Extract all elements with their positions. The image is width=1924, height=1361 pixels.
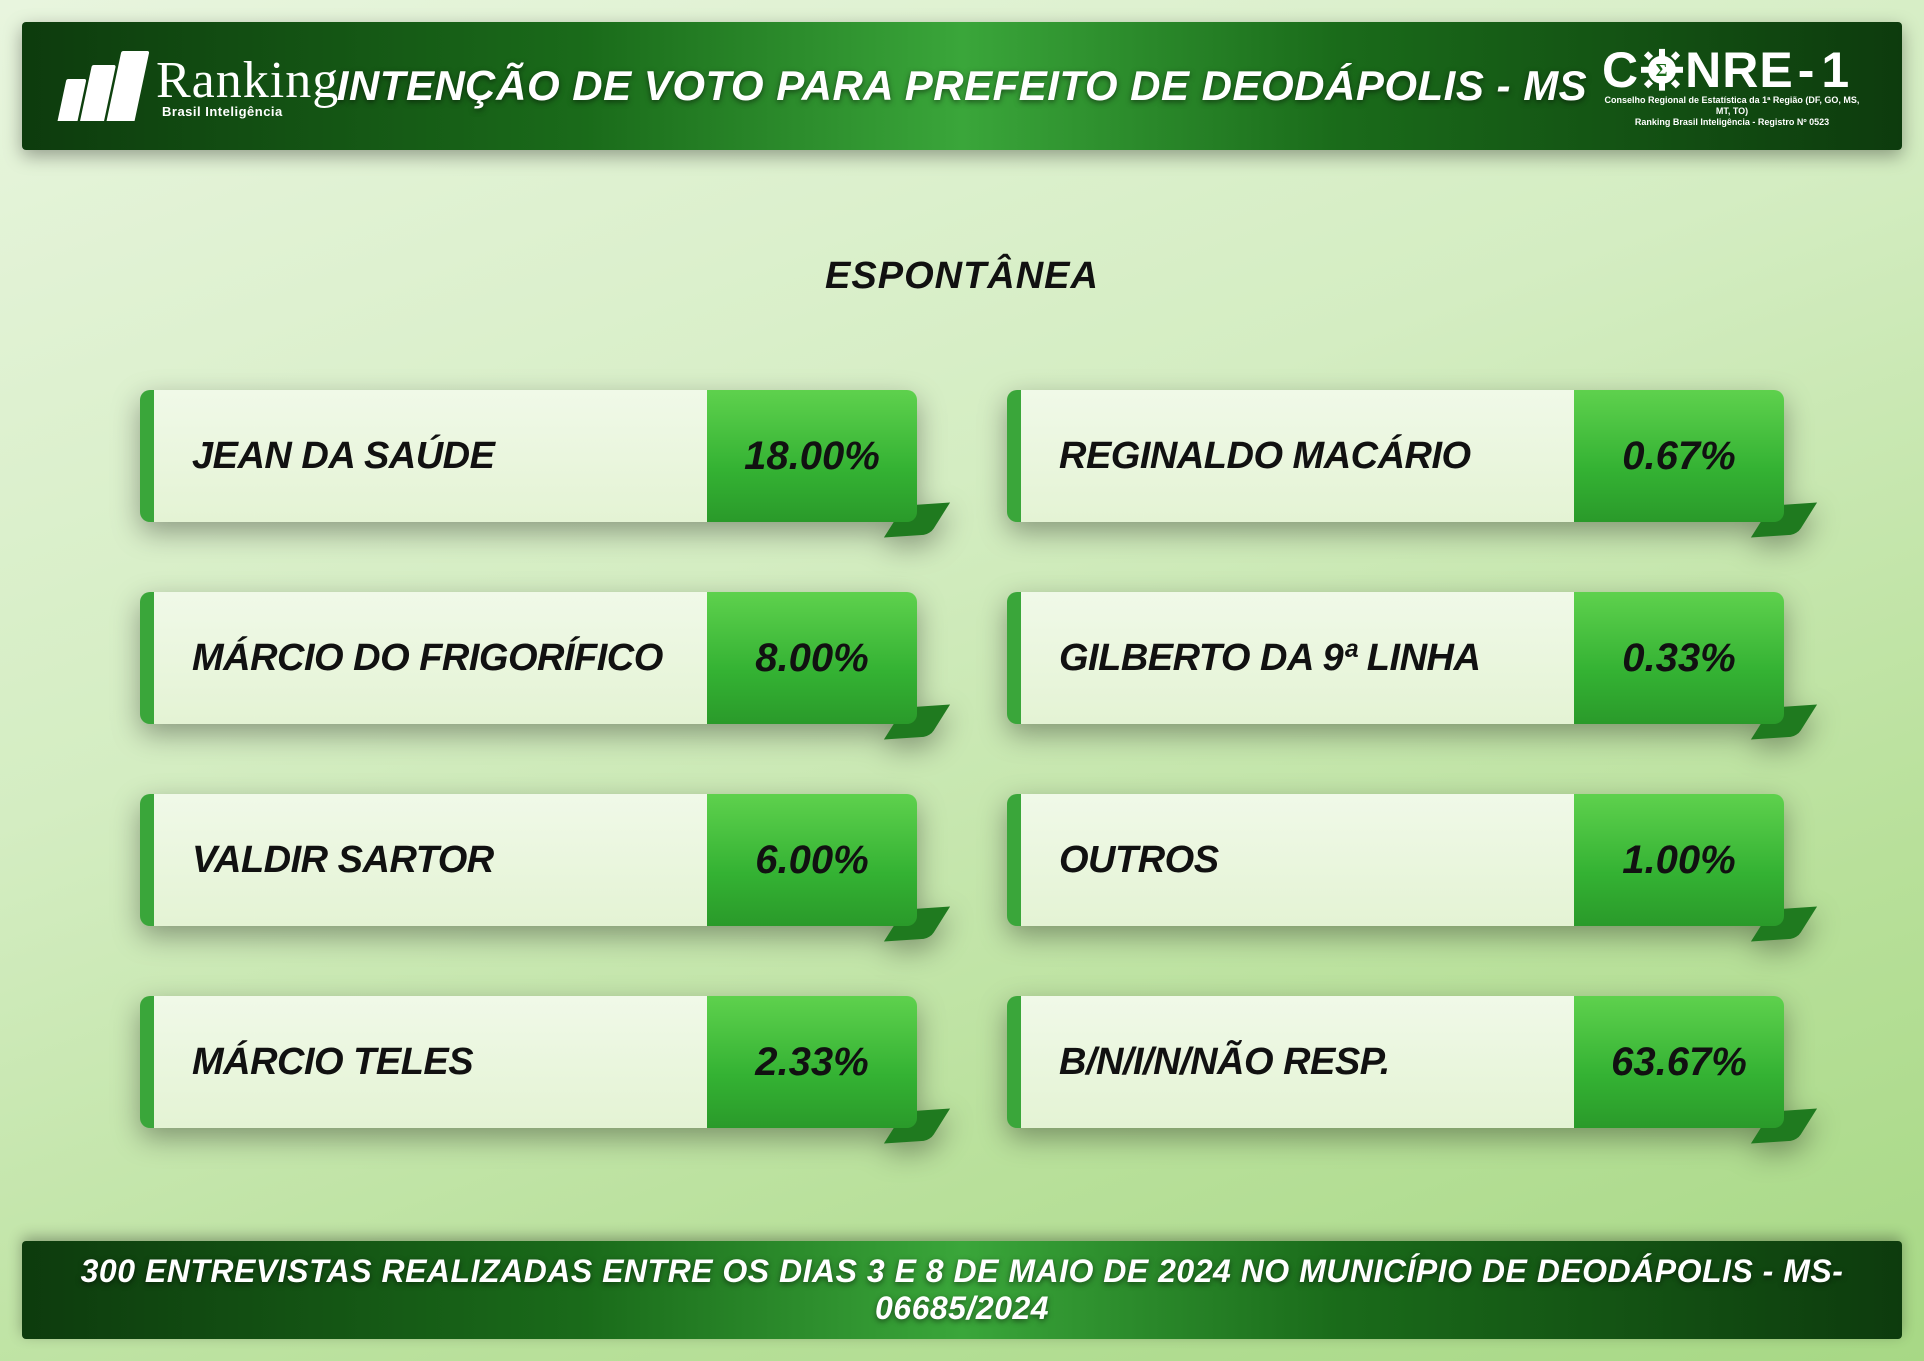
conre-subtitle-2: Ranking Brasil Inteligência - Registro N… — [1602, 116, 1862, 127]
candidate-value: 1.00% — [1574, 794, 1784, 926]
footer-bar: 300 ENTREVISTAS REALIZADAS ENTRE OS DIAS… — [22, 1241, 1902, 1339]
result-row: VALDIR SARTOR 6.00% — [140, 794, 917, 926]
candidate-label: MÁRCIO DO FRIGORÍFICO — [140, 592, 707, 724]
bar-chart-icon — [62, 51, 142, 121]
conre-subtitle-1: Conselho Regional de Estatística da 1ª R… — [1602, 95, 1862, 117]
footer-text: 300 ENTREVISTAS REALIZADAS ENTRE OS DIAS… — [22, 1253, 1902, 1327]
conre-logo: C — [1602, 45, 1862, 95]
candidate-label: GILBERTO DA 9ª LINHA — [1007, 592, 1574, 724]
candidate-label: MÁRCIO TELES — [140, 996, 707, 1128]
candidate-value: 18.00% — [707, 390, 917, 522]
brand-logo-right: C — [1602, 45, 1862, 127]
svg-text:Σ: Σ — [1656, 60, 1669, 80]
result-row: GILBERTO DA 9ª LINHA 0.33% — [1007, 592, 1784, 724]
candidate-value: 0.33% — [1574, 592, 1784, 724]
results-grid: JEAN DA SAÚDE 18.00% REGINALDO MACÁRIO 0… — [140, 390, 1784, 1128]
conre-pre: C — [1602, 45, 1639, 95]
candidate-value: 2.33% — [707, 996, 917, 1128]
poll-slide: Ranking Brasil Inteligência INTENÇÃO DE … — [0, 0, 1924, 1361]
brand-logo-left: Ranking Brasil Inteligência — [62, 51, 339, 121]
result-row: MÁRCIO TELES 2.33% — [140, 996, 917, 1128]
candidate-label: VALDIR SARTOR — [140, 794, 707, 926]
candidate-label: JEAN DA SAÚDE — [140, 390, 707, 522]
conre-post: NRE — [1685, 45, 1794, 95]
result-row: JEAN DA SAÚDE 18.00% — [140, 390, 917, 522]
header-bar: Ranking Brasil Inteligência INTENÇÃO DE … — [22, 22, 1902, 150]
candidate-label: B/N/I/N/NÃO RESP. — [1007, 996, 1574, 1128]
gear-icon: Σ — [1641, 49, 1683, 91]
candidate-label: REGINALDO MACÁRIO — [1007, 390, 1574, 522]
section-subtitle: ESPONTÂNEA — [0, 255, 1924, 298]
candidate-label: OUTROS — [1007, 794, 1574, 926]
candidate-value: 8.00% — [707, 592, 917, 724]
conre-dash: - — [1798, 45, 1816, 95]
result-row: MÁRCIO DO FRIGORÍFICO 8.00% — [140, 592, 917, 724]
page-title: INTENÇÃO DE VOTO PARA PREFEITO DE DEODÁP… — [337, 62, 1587, 110]
candidate-value: 63.67% — [1574, 996, 1784, 1128]
result-row: B/N/I/N/NÃO RESP. 63.67% — [1007, 996, 1784, 1128]
conre-num: 1 — [1821, 45, 1850, 95]
candidate-value: 0.67% — [1574, 390, 1784, 522]
brand-text: Ranking Brasil Inteligência — [156, 55, 339, 118]
result-row: REGINALDO MACÁRIO 0.67% — [1007, 390, 1784, 522]
result-row: OUTROS 1.00% — [1007, 794, 1784, 926]
brand-name: Ranking — [156, 52, 339, 109]
candidate-value: 6.00% — [707, 794, 917, 926]
